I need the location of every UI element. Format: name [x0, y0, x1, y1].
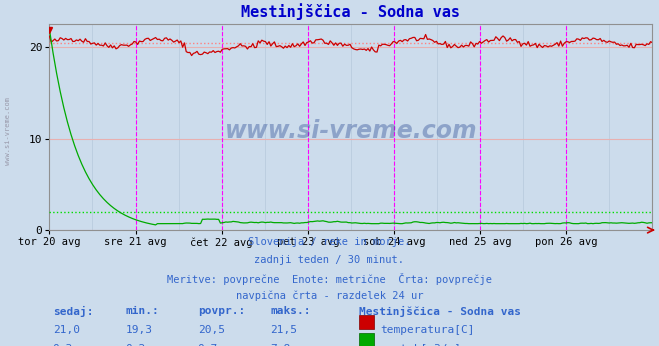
Text: www.si-vreme.com: www.si-vreme.com	[5, 98, 11, 165]
Text: Slovenija / reke in morje.: Slovenija / reke in morje.	[248, 237, 411, 247]
Text: 20,5: 20,5	[198, 325, 225, 335]
Text: pretok[m3/s]: pretok[m3/s]	[380, 344, 461, 346]
Text: Mestinjščica - Sodna vas: Mestinjščica - Sodna vas	[359, 306, 521, 317]
Text: 7,8: 7,8	[270, 344, 291, 346]
Text: sedaj:: sedaj:	[53, 306, 93, 317]
Text: maks.:: maks.:	[270, 306, 310, 316]
Text: povpr.:: povpr.:	[198, 306, 245, 316]
Text: 0,2: 0,2	[125, 344, 146, 346]
Text: 21,0: 21,0	[53, 325, 80, 335]
Text: 0,7: 0,7	[198, 344, 218, 346]
Text: min.:: min.:	[125, 306, 159, 316]
Text: zadnji teden / 30 minut.: zadnji teden / 30 minut.	[254, 255, 405, 265]
Text: temperatura[C]: temperatura[C]	[380, 325, 474, 335]
Text: 21,5: 21,5	[270, 325, 297, 335]
Title: Mestinjščica - Sodna vas: Mestinjščica - Sodna vas	[241, 3, 461, 20]
Text: www.si-vreme.com: www.si-vreme.com	[225, 119, 477, 143]
Text: 19,3: 19,3	[125, 325, 152, 335]
Text: navpična črta - razdelek 24 ur: navpična črta - razdelek 24 ur	[236, 291, 423, 301]
Text: Meritve: povprečne  Enote: metrične  Črta: povprečje: Meritve: povprečne Enote: metrične Črta:…	[167, 273, 492, 285]
Text: 0,3: 0,3	[53, 344, 73, 346]
